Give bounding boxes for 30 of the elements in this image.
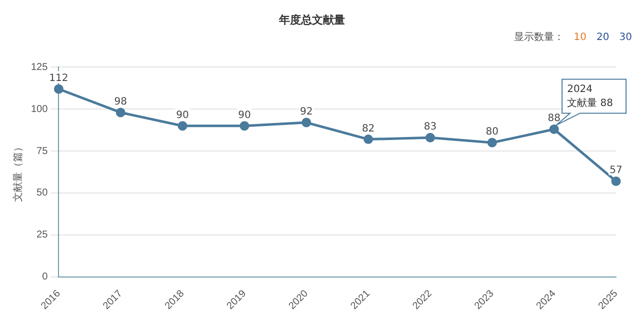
y-tick-label: 100 [30, 104, 48, 115]
y-tick-label: 75 [36, 146, 48, 157]
data-label: 88 [548, 113, 560, 124]
point [240, 121, 250, 131]
point [487, 138, 497, 148]
data-label: 98 [114, 96, 127, 108]
point [549, 124, 559, 134]
y-tick-label: 25 [36, 230, 48, 241]
point [425, 132, 435, 142]
point [54, 84, 64, 94]
annotation: 2024 文献量 88 [567, 84, 613, 110]
point [178, 121, 188, 131]
y-tick-label: 50 [36, 188, 48, 199]
data-label: 57 [610, 165, 622, 176]
point [611, 176, 621, 186]
point [302, 118, 312, 128]
point [364, 134, 374, 144]
text: 显示数量： 10 20 30 [514, 32, 632, 43]
chart-title: 年度总文献量 [278, 13, 345, 26]
data-label: 92 [300, 106, 313, 118]
data-label: 83 [424, 122, 437, 133]
data-label: 90 [176, 110, 189, 121]
y-tick-label: 125 [30, 62, 48, 73]
point [116, 108, 126, 118]
y-tick-label: 0 [42, 272, 48, 283]
data-label: 80 [486, 126, 499, 138]
data-label: 112 [49, 72, 68, 84]
y-axis-title: 文献量（篇） [12, 142, 24, 202]
data-label: 82 [362, 123, 375, 134]
data-label: 90 [238, 110, 251, 121]
